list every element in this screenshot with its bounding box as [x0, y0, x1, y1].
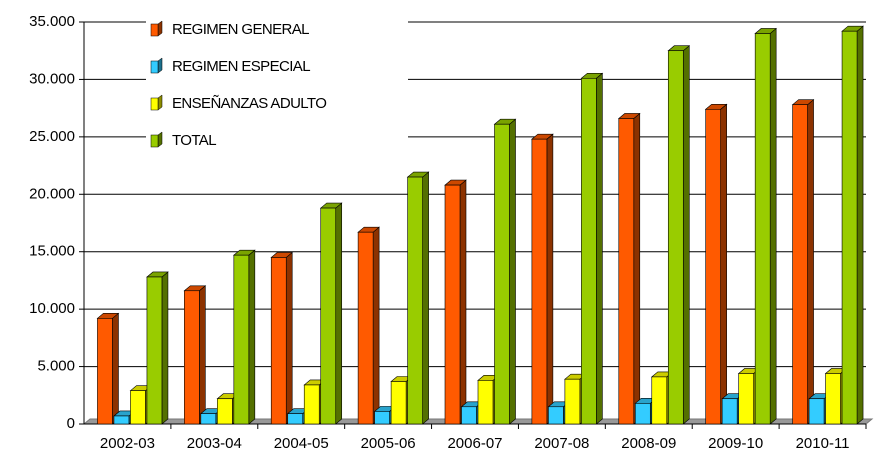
bar [548, 406, 564, 425]
bar [531, 138, 548, 425]
bar [130, 390, 146, 425]
legend-swatch [150, 60, 159, 74]
bar-side [509, 118, 516, 425]
bar [581, 77, 597, 425]
bar-side [459, 179, 467, 425]
bar [217, 398, 233, 425]
bar [287, 413, 304, 425]
bar [113, 415, 130, 425]
bar [233, 254, 250, 425]
bar [634, 403, 651, 425]
bar-side [335, 202, 343, 425]
legend-swatch-side [157, 57, 163, 74]
bar [270, 257, 287, 425]
bar-side [161, 271, 169, 425]
y-tick-label: 25.000 [29, 128, 75, 145]
bar-side [720, 103, 727, 425]
bar [390, 381, 407, 425]
legend-box [146, 12, 408, 158]
bar [825, 373, 841, 425]
bar [303, 384, 320, 425]
bar [651, 376, 668, 425]
legend-swatch-side [157, 20, 163, 37]
bar [357, 231, 374, 425]
bar [808, 398, 825, 425]
bar [374, 411, 390, 425]
legend-swatch [150, 23, 159, 37]
bar [667, 50, 684, 425]
bar-side [546, 133, 554, 425]
y-tick-label: 30.000 [29, 70, 75, 87]
legend-swatch [150, 134, 159, 148]
bar [320, 207, 337, 425]
y-tick-label: 5.000 [37, 358, 75, 375]
bar [444, 184, 461, 425]
y-tick-label: 10.000 [29, 300, 75, 317]
y-tick-label: 0 [67, 415, 75, 432]
x-tick-label: 2004-05 [274, 435, 329, 452]
bar-side [807, 99, 814, 425]
bar-side [856, 25, 864, 425]
x-tick-label: 2006-07 [447, 435, 502, 452]
legend-label: TOTAL [172, 132, 216, 149]
bar [200, 413, 217, 425]
bar-side [633, 112, 641, 425]
bar [841, 30, 858, 425]
x-tick-label: 2005-06 [361, 435, 416, 452]
bar [721, 398, 738, 425]
x-tick-label: 2007-08 [534, 435, 589, 452]
bar [146, 276, 163, 425]
bar [97, 318, 113, 425]
y-tick-label: 20.000 [29, 185, 75, 202]
bar [792, 104, 808, 425]
bar [407, 176, 423, 425]
legend-swatch [150, 97, 159, 111]
bar-side [372, 226, 380, 425]
x-tick-label: 2009-10 [708, 435, 763, 452]
x-tick-label: 2010-11 [796, 435, 850, 452]
legend-swatch-side [157, 131, 163, 148]
bar-side [769, 27, 777, 425]
x-tick-label: 2003-04 [187, 435, 242, 452]
bar [461, 406, 477, 425]
bar-side [112, 312, 119, 425]
y-tick-label: 15.000 [29, 243, 75, 260]
bar-side [285, 251, 293, 425]
bar-side [199, 285, 206, 425]
x-tick-label: 2002-03 [100, 435, 155, 452]
bar-side [682, 45, 690, 425]
bar [564, 378, 581, 425]
x-tick-label: 2008-09 [621, 435, 676, 452]
legend-swatch-side [157, 94, 163, 111]
bar [494, 123, 510, 425]
bar [184, 290, 200, 425]
bar-side [596, 72, 603, 425]
bar-side [422, 171, 429, 425]
bar-side [248, 249, 256, 425]
legend-label: REGIMEN GENERAL [172, 21, 309, 38]
legend-label: REGIMEN ESPECIAL [172, 58, 310, 75]
bar [754, 33, 771, 425]
y-tick-label: 35.000 [29, 13, 75, 30]
bar [738, 373, 754, 425]
bar [477, 380, 494, 425]
bar [618, 118, 635, 425]
legend-label: ENSEÑANZAS ADULTO [172, 95, 326, 112]
bar [705, 108, 721, 425]
